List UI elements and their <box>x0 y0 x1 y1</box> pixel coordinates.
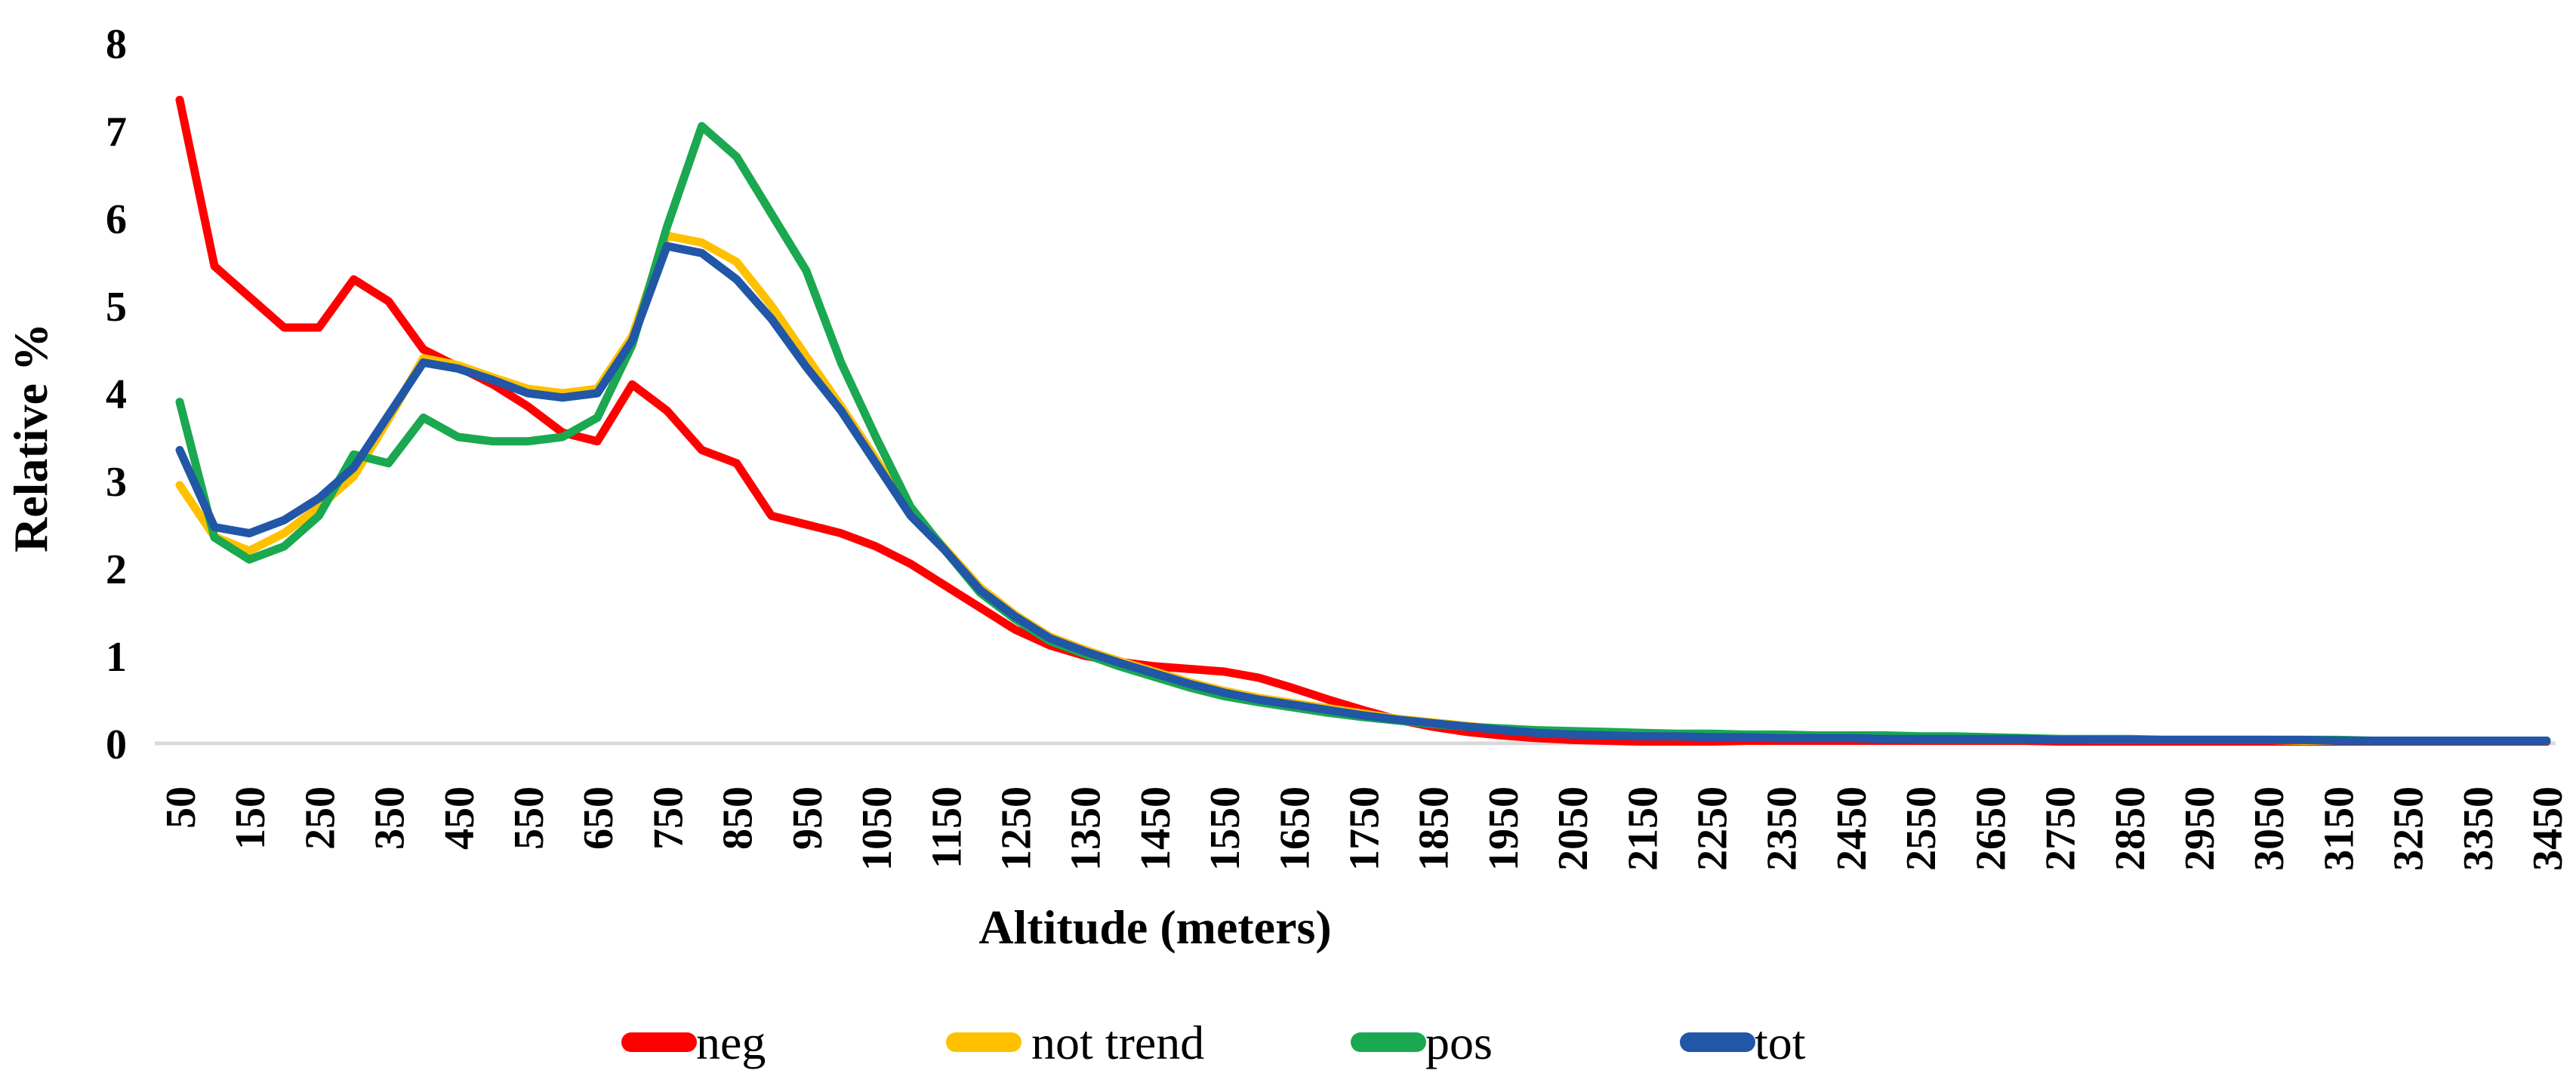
x-tick-label: 550 <box>506 786 553 850</box>
x-tick-label: 250 <box>297 786 344 850</box>
legend: neg not trend pos tot <box>621 1016 1806 1069</box>
x-tick-label: 2350 <box>1759 786 1806 871</box>
legend-item-not-trend: not trend <box>946 1016 1204 1069</box>
x-tick-label: 450 <box>436 786 483 850</box>
x-tick-label: 1050 <box>854 786 901 871</box>
x-tick-label: 50 <box>158 786 205 829</box>
y-tick-label: 7 <box>106 109 127 155</box>
y-tick-label: 2 <box>106 546 127 593</box>
x-tick-label: 2150 <box>1619 786 1666 871</box>
x-tick-label: 1250 <box>993 786 1040 871</box>
y-tick-label: 0 <box>106 721 127 768</box>
x-tick-label: 850 <box>715 786 762 850</box>
y-tick-label: 4 <box>106 371 127 418</box>
x-tick-label: 1850 <box>1411 786 1458 871</box>
y-tick-label: 1 <box>106 634 127 681</box>
x-tick-label: 1750 <box>1342 786 1388 871</box>
x-tick-label: 3250 <box>2386 786 2433 871</box>
legend-item-neg: neg <box>621 1016 766 1069</box>
x-tick-label: 650 <box>575 786 622 850</box>
y-axis-tick-labels: 0 1 2 3 4 5 6 7 8 <box>106 21 127 768</box>
x-tick-label: 2950 <box>2177 786 2223 871</box>
legend-label-tot: tot <box>1755 1016 1806 1069</box>
legend-item-pos: pos <box>1351 1016 1493 1069</box>
x-tick-label: 2850 <box>2107 786 2154 871</box>
legend-label-not-trend: not trend <box>1031 1016 1204 1069</box>
x-tick-label: 2650 <box>1967 786 2014 871</box>
legend-label-neg: neg <box>696 1016 766 1069</box>
x-tick-label: 3450 <box>2525 786 2571 871</box>
x-tick-label: 1650 <box>1271 786 1318 871</box>
x-tick-label: 3350 <box>2455 786 2502 871</box>
series-lines <box>175 95 2551 746</box>
x-tick-label: 350 <box>367 786 414 850</box>
x-tick-label: 2050 <box>1550 786 1597 871</box>
x-tick-label: 950 <box>784 786 831 850</box>
x-tick-label: 1150 <box>923 786 970 869</box>
x-tick-label: 3050 <box>2246 786 2293 871</box>
x-tick-label: 750 <box>645 786 692 850</box>
x-axis-tick-labels: 50 150 250 350 450 550 650 750 850 950 1050 1150 125… <box>158 786 2571 871</box>
x-tick-label: 1450 <box>1132 786 1179 871</box>
y-tick-label: 8 <box>106 21 127 68</box>
y-tick-label: 3 <box>106 459 127 506</box>
series-line-not-trend <box>175 231 2551 746</box>
x-tick-label: 2250 <box>1690 786 1736 871</box>
x-tick-label: 2550 <box>1898 786 1945 871</box>
x-tick-label: 150 <box>227 786 274 850</box>
y-tick-label: 5 <box>106 284 127 331</box>
y-tick-label: 6 <box>106 196 127 243</box>
legend-item-tot: tot <box>1680 1016 1806 1069</box>
x-tick-label: 2450 <box>1829 786 1875 871</box>
x-axis-title: Altitude (meters) <box>978 900 1331 954</box>
series-line-pos <box>175 122 2551 746</box>
x-tick-label: 3150 <box>2316 786 2362 871</box>
series-line-neg <box>175 95 2551 746</box>
x-tick-label: 1350 <box>1063 786 1110 871</box>
x-tick-label: 1550 <box>1202 786 1249 871</box>
y-axis-title: Relative % <box>4 323 57 552</box>
legend-label-pos: pos <box>1425 1016 1493 1069</box>
x-tick-label: 2750 <box>2038 786 2085 871</box>
x-tick-label: 1950 <box>1481 786 1527 871</box>
series-line-tot <box>175 241 2551 746</box>
